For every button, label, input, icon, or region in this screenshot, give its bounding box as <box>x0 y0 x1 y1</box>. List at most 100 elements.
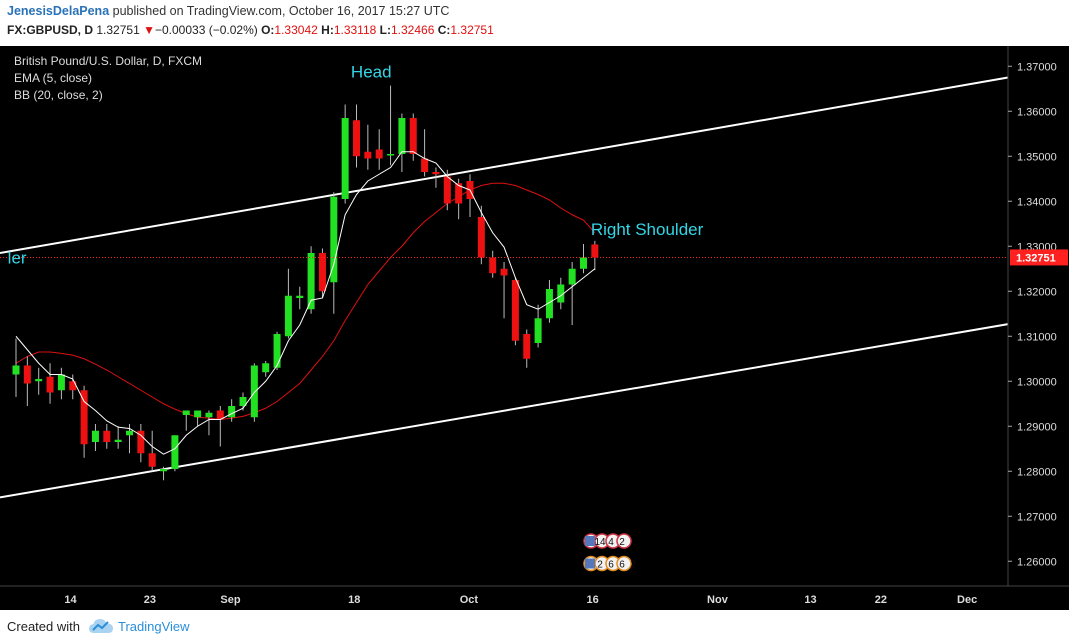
badge-circle[interactable] <box>616 533 632 549</box>
gbp-events-badge[interactable]: 14 4 2 <box>583 533 632 549</box>
candle-body <box>398 118 406 154</box>
candle-body <box>126 430 133 436</box>
candle-body <box>455 183 463 204</box>
badge-circle[interactable] <box>616 555 632 572</box>
candle-body <box>57 374 65 391</box>
y-tick-label: 1.31000 <box>1017 331 1057 343</box>
candle <box>216 406 224 447</box>
candle-body <box>421 158 429 172</box>
upper-trendline[interactable] <box>0 76 1009 254</box>
change-value: −0.00033 (−0.02%) <box>154 23 258 37</box>
candle-body <box>69 381 77 391</box>
candle <box>511 277 519 346</box>
tradingview-cloud-icon[interactable] <box>88 616 114 636</box>
x-tick-label: 16 <box>586 594 598 606</box>
close-label: C: <box>437 23 451 37</box>
flag-icon <box>585 536 595 546</box>
current-price-tag <box>1010 249 1068 266</box>
symbol-label: FX:GBPUSD, D <box>7 23 94 37</box>
change-arrow-icon: ▼ <box>143 23 155 37</box>
candle-body <box>353 120 360 157</box>
candle-body <box>523 334 531 359</box>
candle-body <box>477 217 485 258</box>
candle <box>273 331 281 370</box>
x-tick-label: 23 <box>144 594 156 606</box>
time-axis[interactable]: 14 23 Sep 18 Oct 16 Nov 13 22 Dec <box>64 594 977 606</box>
candle-body <box>409 118 417 154</box>
candle <box>148 430 156 472</box>
x-tick-label: 13 <box>804 594 816 606</box>
x-tick-label: Oct <box>460 594 479 606</box>
y-tick-label: 1.35000 <box>1017 151 1057 163</box>
y-tick-label: 1.37000 <box>1017 61 1057 73</box>
open-value: 1.33042 <box>274 23 318 37</box>
candle-body <box>35 379 43 382</box>
y-tick-label: 1.32000 <box>1017 286 1057 298</box>
candle-body <box>296 295 304 298</box>
flag-icon <box>585 558 595 569</box>
candle <box>91 424 99 451</box>
candle-body <box>568 268 576 285</box>
candle-body <box>432 172 440 175</box>
price-axis[interactable]: 1.370001.360001.350001.340001.330001.320… <box>1008 61 1068 568</box>
x-tick-label: 22 <box>875 594 887 606</box>
legend-bb: BB (20, close, 2) <box>14 88 103 102</box>
publication-info: JenesisDelaPena published on TradingView… <box>7 4 449 18</box>
candle <box>341 104 349 204</box>
candle <box>523 329 531 368</box>
price-chart[interactable]: 1.370001.360001.350001.340001.330001.320… <box>0 46 1069 610</box>
tradingview-brand-link[interactable]: TradingView <box>118 619 190 634</box>
candle <box>545 280 553 323</box>
author-link[interactable]: JenesisDelaPena <box>7 4 110 18</box>
candle <box>364 124 372 170</box>
candle <box>591 240 599 271</box>
candle <box>534 304 542 348</box>
candle-body <box>318 253 326 292</box>
candle <box>500 262 508 319</box>
candle-body <box>511 280 519 341</box>
candle <box>318 248 326 298</box>
candle <box>296 286 304 310</box>
candle-body <box>591 244 599 258</box>
candle-body <box>557 284 565 303</box>
candle <box>182 410 190 431</box>
candle <box>477 205 485 265</box>
candle-body <box>443 176 451 204</box>
candle-body <box>489 257 497 274</box>
candle <box>137 424 145 463</box>
candle <box>23 356 31 406</box>
candle <box>409 113 417 161</box>
candle <box>57 367 65 400</box>
event-badges[interactable]: 14 4 2 2 6 6 2 <box>583 533 636 572</box>
candle-body <box>330 196 338 283</box>
candle <box>35 367 43 395</box>
annotation-left-shoulder-partial: ler <box>8 248 27 267</box>
annotations: Head Right Shoulder ler <box>8 63 704 268</box>
candle <box>114 426 122 449</box>
y-tick-label: 1.26000 <box>1017 556 1057 568</box>
candle-body <box>387 154 395 156</box>
legend-title: British Pound/U.S. Dollar, D, FXCM <box>14 54 202 68</box>
candle-body <box>114 439 122 442</box>
lower-trendline[interactable] <box>0 323 1009 499</box>
plot-area[interactable] <box>0 76 1009 499</box>
candle-body <box>137 430 145 454</box>
candle <box>330 192 338 314</box>
bb-basis-line <box>15 182 596 421</box>
candle-body <box>160 469 168 472</box>
candle-body <box>580 257 587 269</box>
header-bar: JenesisDelaPena published on TradingView… <box>0 0 1069 46</box>
candle <box>375 129 383 170</box>
candle <box>194 410 202 427</box>
created-with-label: Created with <box>7 619 80 634</box>
footer: Created with TradingView <box>0 610 1069 643</box>
candle-body <box>23 365 31 384</box>
candle <box>80 385 88 458</box>
candle-body <box>545 289 553 319</box>
candle <box>228 399 236 422</box>
candle-body <box>239 397 247 406</box>
candle <box>12 338 20 397</box>
candle <box>46 363 54 404</box>
candle <box>284 268 292 339</box>
